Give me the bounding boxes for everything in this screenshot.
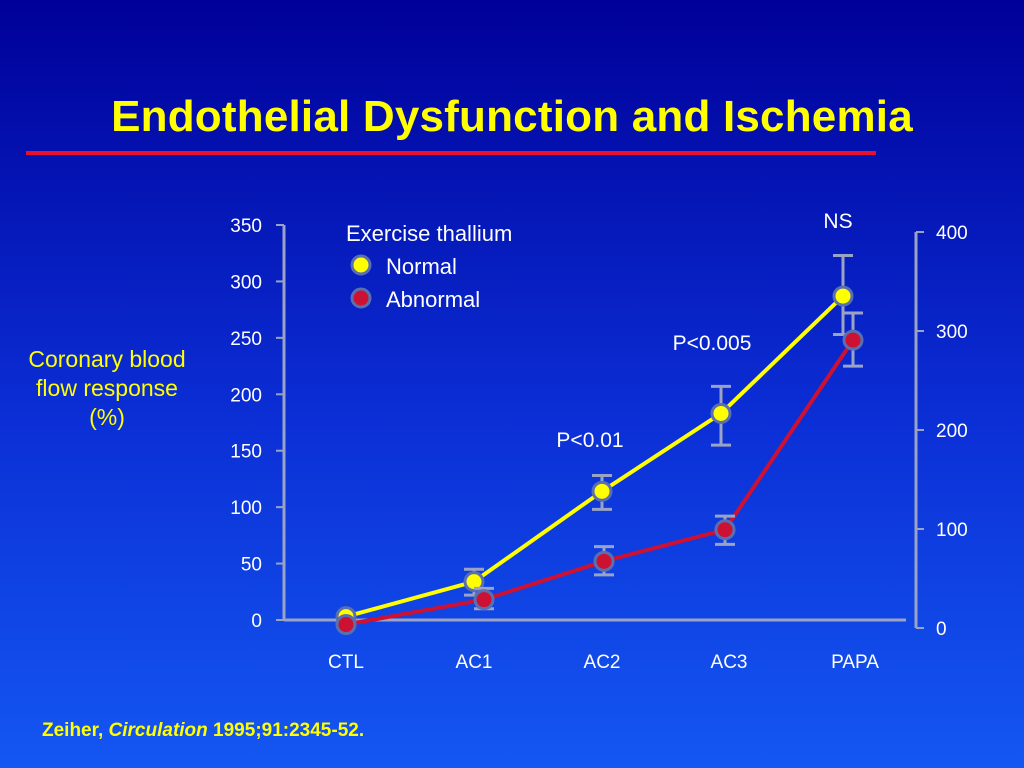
- citation-journal: Circulation: [108, 720, 208, 741]
- legend-label-normal: Normal: [386, 254, 457, 279]
- data-point-normal: [463, 571, 485, 593]
- citation: Zeiher, Circulation 1995;91:2345-52.: [42, 720, 364, 742]
- x-axis-tick-label: AC1: [456, 652, 493, 673]
- data-point-normal: [710, 402, 732, 424]
- data-point-normal: [832, 285, 854, 307]
- left-axis-tick-label: 350: [230, 216, 262, 237]
- title-underline: [26, 151, 876, 155]
- right-axis-tick-label: 300: [936, 322, 968, 343]
- legend-title: Exercise thallium: [346, 221, 512, 246]
- left-axis-tick-label: 300: [230, 272, 262, 293]
- left-axis-tick-label: 200: [230, 385, 262, 406]
- series-line-normal: [345, 294, 845, 619]
- x-axis-tick-label: CTL: [328, 652, 364, 673]
- data-point-abnormal: [714, 519, 736, 541]
- legend-label-abnormal: Abnormal: [386, 287, 480, 312]
- left-axis-tick-label: 100: [230, 498, 262, 519]
- left-axis-tick-label: 50: [241, 555, 262, 576]
- right-axis-tick-label: 400: [936, 223, 968, 244]
- right-axis-tick-label: 200: [936, 421, 968, 442]
- left-axis-tick-label: 150: [230, 442, 262, 463]
- x-axis-tick-label: AC3: [711, 652, 748, 673]
- citation-author: Zeiher,: [42, 720, 104, 741]
- significance-annotation: P<0.01: [556, 429, 623, 452]
- significance-annotation: NS: [823, 210, 852, 233]
- citation-reference: 1995;91:2345-52.: [213, 720, 365, 741]
- slide-title: Endothelial Dysfunction and Ischemia: [111, 92, 913, 141]
- left-axis-tick-label: 0: [251, 611, 262, 632]
- data-point-abnormal: [593, 550, 615, 572]
- data-point-normal: [591, 480, 613, 502]
- legend-marker-normal: [350, 254, 372, 276]
- y-axis-title: Coronary blood flow response (%): [28, 346, 186, 430]
- data-point-abnormal: [473, 589, 495, 611]
- legend-marker-abnormal: [350, 287, 372, 309]
- right-axis-tick-label: 100: [936, 520, 968, 541]
- left-axis-tick-label: 250: [230, 329, 262, 350]
- significance-annotation: P<0.005: [673, 332, 752, 355]
- x-axis-tick-label: AC2: [584, 652, 621, 673]
- data-point-abnormal: [335, 614, 357, 636]
- right-axis-tick-label: 0: [936, 619, 947, 640]
- x-axis-tick-label: PAPA: [831, 652, 879, 673]
- data-point-abnormal: [842, 329, 864, 351]
